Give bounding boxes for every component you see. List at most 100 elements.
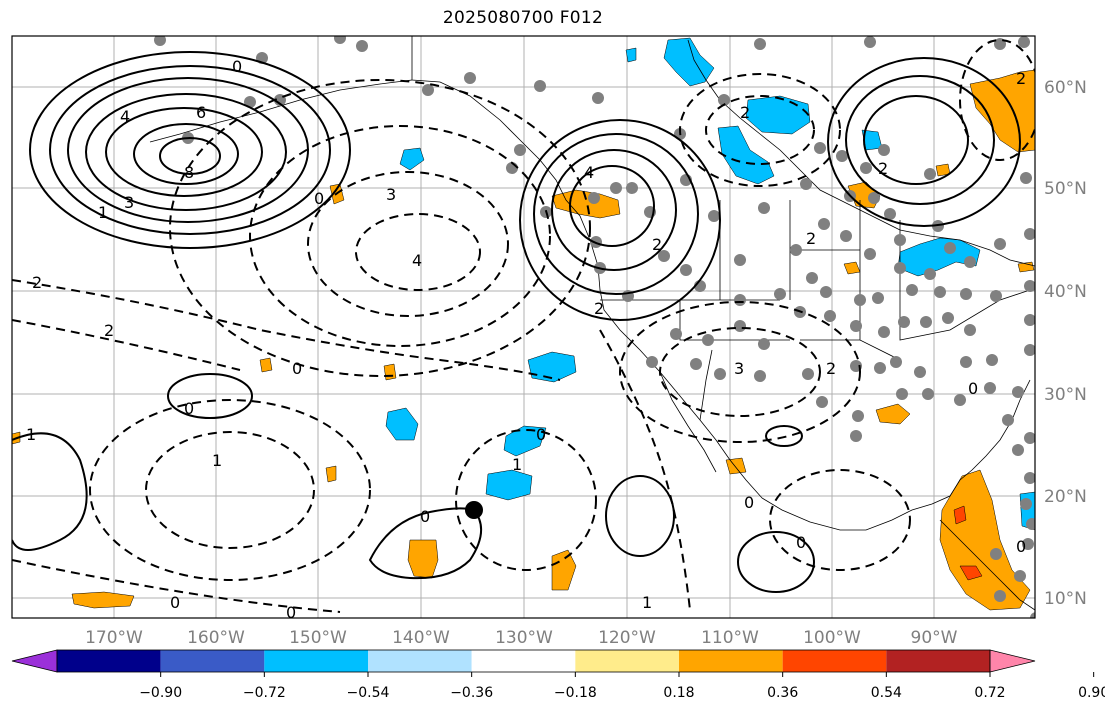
lon-label: 140°W — [392, 628, 450, 648]
station-dot — [924, 168, 936, 180]
orange-patch — [383, 363, 397, 381]
colorbar-tick-label: 0.72 — [974, 685, 1005, 701]
blue-patch — [399, 147, 425, 171]
station-dot — [718, 94, 730, 106]
station-dot — [1024, 314, 1035, 326]
colorbar-segment — [57, 650, 161, 672]
colorbar-high-extension — [989, 649, 1036, 673]
colorbar-segment — [575, 650, 679, 672]
station-dot — [836, 150, 848, 162]
station-dot — [1012, 386, 1024, 398]
station-dot — [890, 356, 902, 368]
colorbar-tick-label: 0.36 — [767, 685, 798, 701]
colorbar-border — [56, 649, 991, 673]
station-dot — [1024, 228, 1035, 240]
contour-label: 0 — [232, 57, 242, 76]
blue-patch — [663, 37, 715, 87]
station-dot — [1024, 280, 1035, 292]
station-dot — [864, 36, 876, 48]
blue-patch — [625, 47, 637, 63]
station-dot — [960, 356, 972, 368]
dashed-contours — [12, 39, 1035, 613]
station-dot — [818, 218, 830, 230]
station-dot — [954, 394, 966, 406]
contour-label: 1 — [98, 203, 108, 222]
station-dot — [1018, 36, 1030, 48]
orange-patch — [725, 457, 747, 475]
blue-patch — [527, 351, 577, 383]
blue-patch — [503, 425, 547, 457]
contour-label: 2 — [594, 299, 604, 318]
station-dot — [1002, 414, 1014, 426]
station-dot — [1020, 172, 1032, 184]
station-dot — [734, 320, 746, 332]
station-dot — [758, 338, 770, 350]
station-dot — [422, 84, 434, 96]
station-dot — [824, 310, 836, 322]
latitude-labels: 60°N 50°N 40°N 30°N 20°N 10°N — [1044, 78, 1087, 609]
station-dot — [802, 368, 814, 380]
lat-label: 50°N — [1044, 179, 1087, 199]
station-dot — [1024, 432, 1035, 444]
contour-label: 6 — [196, 103, 206, 122]
station-dot — [514, 144, 526, 156]
station-dot — [964, 324, 976, 336]
contour-label: 2 — [32, 273, 42, 292]
station-dot — [816, 396, 828, 408]
blue-patch — [897, 237, 981, 277]
contour-label: 0 — [1016, 537, 1026, 556]
solid-contours — [12, 51, 1021, 593]
station-dot — [898, 316, 910, 328]
station-dot — [872, 292, 884, 304]
station-dot — [944, 242, 956, 254]
colorbar-tick-label: 0.18 — [663, 685, 694, 701]
station-dot — [1024, 344, 1035, 356]
colorbar-segment — [368, 650, 472, 672]
contour-labels: 0 4 6 8 3 1 0 3 4 4 2 2 2 2 3 2 2 0 1 1 … — [26, 57, 1026, 622]
station-dot — [854, 294, 866, 306]
map-title: 2025080700 F012 — [442, 8, 604, 28]
station-dot — [984, 382, 996, 394]
contour-label: 1 — [512, 455, 522, 474]
station-dot — [714, 368, 726, 380]
lon-label: 100°W — [803, 628, 861, 648]
map-frame — [11, 35, 1036, 619]
lon-label: 150°W — [289, 628, 347, 648]
colorbar-segment — [264, 650, 368, 672]
blue-patch — [385, 407, 419, 441]
orange-patch — [875, 403, 911, 425]
station-dot — [592, 92, 604, 104]
station-dot — [1026, 518, 1035, 530]
colorbar-segment — [160, 650, 265, 672]
lat-label: 40°N — [1044, 282, 1087, 302]
orange-patch — [551, 549, 577, 591]
contour-label: 2 — [806, 229, 816, 248]
station-dots — [154, 36, 1035, 618]
station-dot — [840, 230, 852, 242]
station-dot — [896, 388, 908, 400]
orange-patch — [325, 465, 337, 483]
contour-label: 0 — [420, 507, 430, 526]
station-dot — [986, 354, 998, 366]
colorbar-segment — [886, 650, 990, 672]
station-dot — [626, 182, 638, 194]
contour-label: 0 — [184, 399, 194, 418]
station-dot — [1030, 612, 1035, 618]
lon-label: 130°W — [495, 628, 553, 648]
colorbar-tick-label: 0.54 — [871, 685, 902, 701]
contour-label: 3 — [386, 185, 396, 204]
station-dot — [884, 208, 896, 220]
orange-patch — [71, 591, 135, 609]
red-patch — [953, 505, 967, 525]
station-dot — [994, 238, 1006, 250]
contour-label: 0 — [314, 189, 324, 208]
contour-label: 4 — [584, 163, 594, 182]
orange-patch — [259, 357, 273, 373]
station-dot — [774, 288, 786, 300]
station-dot — [878, 326, 890, 338]
station-dot — [894, 234, 906, 246]
map-area — [12, 36, 1035, 618]
station-dot — [990, 548, 1002, 560]
contour-label: 2 — [1016, 69, 1026, 88]
station-dot — [588, 192, 600, 204]
